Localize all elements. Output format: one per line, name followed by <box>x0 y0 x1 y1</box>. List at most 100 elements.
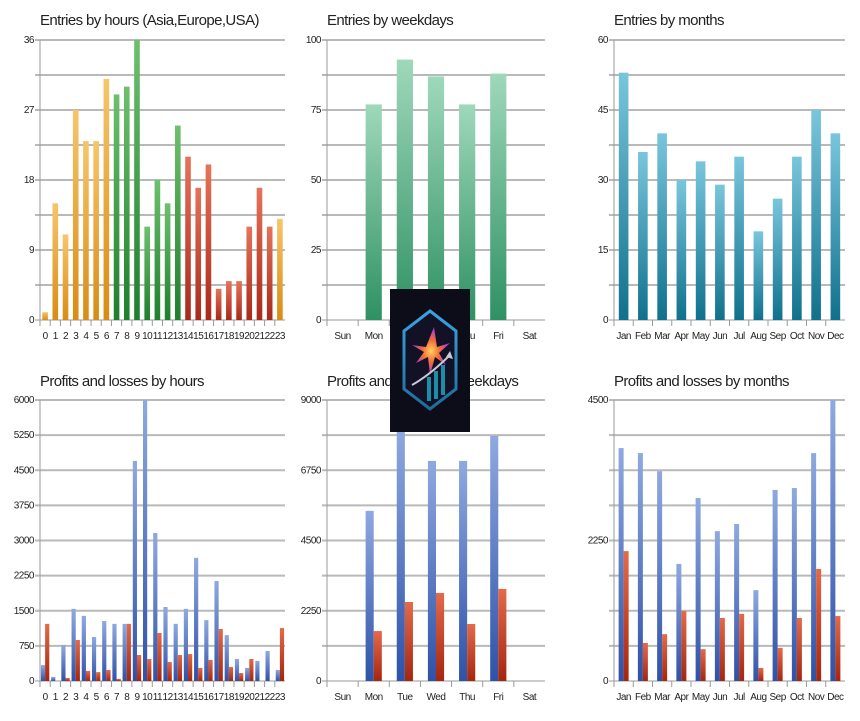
bar-losses <box>249 658 254 681</box>
x-tick-label: Oct <box>790 692 805 703</box>
x-tick-label: 14 <box>183 692 194 703</box>
chart-svg-entries-months: Entries by months 0 15 30 45 60 Jan Feb Mar Apr M… <box>598 12 845 342</box>
x-tick-label: 16 <box>203 331 214 342</box>
chart-title: Entries by months <box>614 12 724 29</box>
y-tick-label: 100 <box>306 35 322 46</box>
bar <box>154 180 161 320</box>
bar <box>715 184 725 320</box>
bar-profits <box>194 557 199 681</box>
bar <box>236 281 242 320</box>
bar-profits <box>265 651 270 681</box>
bar-losses <box>167 662 172 681</box>
x-tick-label: 15 <box>193 331 204 342</box>
x-tick-label: Tue <box>397 692 413 703</box>
x-tick-label: 22 <box>265 692 276 703</box>
x-tick-label: Wed <box>427 692 446 703</box>
x-tick-label: 9 <box>134 692 140 703</box>
chart-svg-pl-hours: Profits and losses by hours 075015002250… <box>14 373 287 703</box>
x-tick-label: 21 <box>254 692 265 703</box>
bar-profits <box>772 489 778 681</box>
bar-profits <box>791 488 797 681</box>
bar-losses <box>739 613 745 681</box>
bar-losses <box>816 568 822 681</box>
chart-title: Entries by weekdays <box>327 12 453 29</box>
x-tick-label: 8 <box>124 331 130 342</box>
bar-losses <box>177 655 182 681</box>
y-tick-label: 750 <box>19 641 35 652</box>
bar-profits <box>618 448 624 681</box>
bar-losses <box>796 617 802 681</box>
bar-profits <box>122 623 127 681</box>
x-tick-label: Nov <box>808 331 825 342</box>
x-tick-label: Aug <box>750 331 766 342</box>
y-tick-label: 36 <box>24 35 35 46</box>
y-tick-label: 4500 <box>14 465 35 476</box>
bar <box>175 125 181 320</box>
y-tick-label: 1500 <box>14 606 35 617</box>
bar-losses <box>642 642 648 681</box>
x-tick-label: 8 <box>124 692 130 703</box>
x-tick-label: Sun <box>334 692 350 703</box>
bar-losses <box>700 649 706 681</box>
x-tick-label: Jun <box>713 331 728 342</box>
x-tick-label: 2 <box>63 331 69 342</box>
x-tick-label: 11 <box>153 692 163 703</box>
x-tick-label: 5 <box>94 331 100 342</box>
x-tick-label: 11 <box>153 331 163 342</box>
x-tick-label: 3 <box>73 692 79 703</box>
y-tick-label: 75 <box>311 105 322 116</box>
y-tick-label: 45 <box>598 105 609 116</box>
y-tick-label: 30 <box>598 175 609 186</box>
bar <box>459 104 476 321</box>
bar-profits <box>71 608 76 681</box>
y-tick-label: 18 <box>24 175 35 186</box>
x-tick-label: Jan <box>616 331 631 342</box>
bar-losses <box>147 658 152 681</box>
x-tick-label: Fri <box>493 331 503 342</box>
bar-profits <box>245 667 250 681</box>
x-tick-label: 7 <box>114 692 120 703</box>
x-tick-label: 18 <box>224 692 235 703</box>
bar <box>215 288 222 320</box>
chart-svg-entries-weekdays: Entries by weekdays 0255075100SunMonTueW… <box>306 12 545 342</box>
x-tick-label: 19 <box>234 331 245 342</box>
bar-profits <box>81 615 86 681</box>
bar-profits <box>830 400 836 681</box>
y-tick-label: 0 <box>316 676 322 687</box>
chart-entries-hours: Entries by hours (Asia,Europe,USA) 0 9 18 2… <box>0 0 290 360</box>
y-tick-label: 15 <box>598 245 609 256</box>
bar-losses <box>228 666 234 681</box>
bar <box>753 231 764 320</box>
bar-losses <box>467 624 476 681</box>
bar-losses <box>198 667 203 681</box>
x-tick-label: 12 <box>163 331 174 342</box>
bar <box>676 180 687 320</box>
bar <box>490 73 507 320</box>
bar-profits <box>695 498 701 681</box>
x-tick-label: Fri <box>493 692 503 703</box>
bar-losses <box>498 588 507 681</box>
x-tick-label: 15 <box>193 692 204 703</box>
y-tick-label: 5250 <box>14 430 35 441</box>
x-tick-label: 18 <box>224 331 235 342</box>
bar-profits <box>734 523 740 681</box>
bar <box>734 156 744 320</box>
y-tick-label: 0 <box>603 315 609 326</box>
bar-losses <box>436 592 445 681</box>
y-tick-label: 2250 <box>301 606 322 617</box>
bar-profits <box>637 453 643 681</box>
bar <box>695 161 706 320</box>
bar-losses <box>373 631 382 681</box>
bar <box>113 94 120 320</box>
x-tick-label: Jul <box>733 692 745 703</box>
bar-losses <box>85 670 91 681</box>
bar <box>134 40 140 320</box>
x-tick-label: 16 <box>203 692 214 703</box>
chart-pl-hours: Profits and losses by hours 0 750 1500 2250… <box>0 0 290 721</box>
hexagon-star-chart-logo-icon <box>402 309 458 411</box>
bar-losses <box>758 667 764 681</box>
x-tick-label: 7 <box>114 331 120 342</box>
bar-profits <box>459 460 468 681</box>
